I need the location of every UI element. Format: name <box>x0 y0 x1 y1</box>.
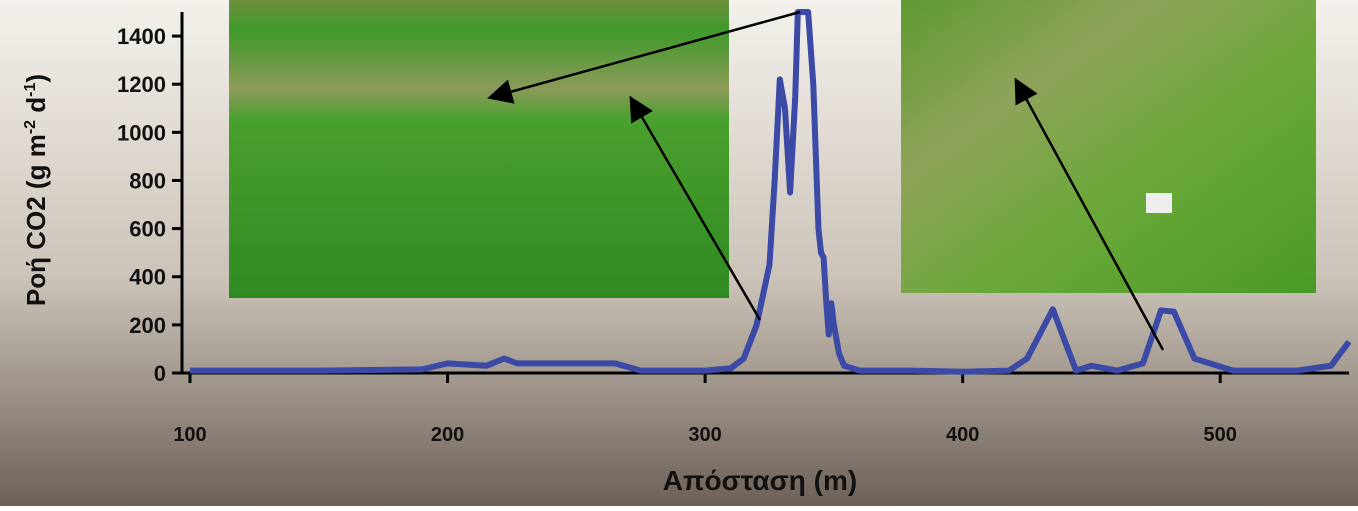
y-title-part: d <box>21 97 51 120</box>
photo <box>901 0 1316 293</box>
instrument <box>1146 193 1172 213</box>
y-axis-title: Ροή CO2 (g m-2 d-1) <box>21 74 51 306</box>
y-title-sup: -2 <box>22 120 39 134</box>
y-title-part: Ροή CO2 (g m <box>21 134 51 306</box>
x-tick-label: 200 <box>431 424 464 446</box>
x-axis-title: Απόσταση (m) <box>663 465 857 496</box>
y-tick-label: 400 <box>129 265 166 290</box>
arrow <box>1014 77 1165 351</box>
arrow <box>487 10 801 104</box>
data-line <box>190 9 1352 375</box>
y-tick-label: 0 <box>154 361 166 386</box>
y-tick-label: 1200 <box>117 72 166 97</box>
y-title-sup: -1 <box>22 83 39 97</box>
arrow <box>629 95 762 321</box>
x-tick-label: 500 <box>1204 424 1237 446</box>
x-tick-label: 100 <box>173 424 206 446</box>
y-tick-label: 1000 <box>117 120 166 145</box>
y-tick-label: 1400 <box>117 24 166 49</box>
y-title-part: ) <box>21 74 51 83</box>
y-tick-label: 600 <box>129 217 166 242</box>
y-tick-label: 200 <box>129 313 166 338</box>
y-tick-label: 800 <box>129 168 166 193</box>
x-tick-label: 300 <box>688 424 721 446</box>
photo <box>229 0 729 298</box>
x-tick-label: 400 <box>946 424 979 446</box>
